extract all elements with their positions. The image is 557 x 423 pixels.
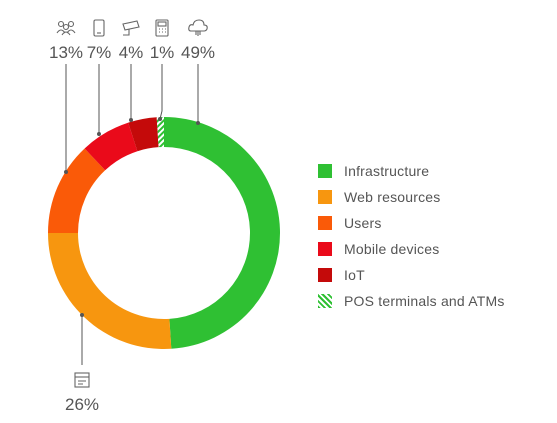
legend-item-infrastructure: Infrastructure: [318, 158, 505, 184]
legend-swatch: [318, 294, 332, 308]
legend-item-web-resources: Web resources: [318, 184, 505, 210]
pct-label-infrastructure: 49%: [181, 43, 215, 62]
slice-iot: [128, 117, 159, 152]
cloud-icon: [188, 19, 208, 36]
chart-legend: Infrastructure Web resources Users Mobile d…: [318, 158, 505, 314]
leader-dot: [129, 118, 133, 122]
slice-infrastructure: [164, 117, 280, 349]
leader-line: [159, 64, 163, 120]
legend-label: POS terminals and ATMs: [344, 293, 505, 309]
leader-dot: [196, 121, 200, 125]
slice-pos-terminals-and-atms: [156, 117, 164, 148]
camera-icon: [122, 20, 140, 36]
legend-swatch: [318, 268, 332, 282]
legend-item-users: Users: [318, 210, 505, 236]
leader-dot: [64, 170, 68, 174]
slice-mobile-devices: [84, 122, 138, 171]
leader-dot: [158, 117, 162, 121]
pct-label-users: 13%: [49, 43, 83, 62]
slice-web-resources: [48, 233, 172, 349]
users-icon: [56, 20, 76, 36]
slice-users: [48, 148, 106, 233]
legend-swatch: [318, 216, 332, 230]
legend-swatch: [318, 164, 332, 178]
pct-label-iot: 4%: [119, 43, 144, 62]
legend-label: Users: [344, 215, 382, 231]
leader-dot: [80, 313, 84, 317]
legend-swatch: [318, 190, 332, 204]
pct-label-pos-terminals-and-atms: 1%: [150, 43, 175, 62]
pct-label-web-resources: 26%: [65, 395, 99, 414]
leader-dot: [97, 132, 101, 136]
legend-item-iot: IoT: [318, 262, 505, 288]
legend-label: Infrastructure: [344, 163, 430, 179]
pos-terminal-icon: [155, 19, 169, 37]
legend-label: Mobile devices: [344, 241, 440, 257]
legend-label: Web resources: [344, 189, 441, 205]
legend-swatch: [318, 242, 332, 256]
legend-item-pos-terminals-and-atms: POS terminals and ATMs: [318, 288, 505, 314]
legend-item-mobile-devices: Mobile devices: [318, 236, 505, 262]
pct-label-mobile-devices: 7%: [87, 43, 112, 62]
web-page-icon: [74, 372, 90, 388]
legend-label: IoT: [344, 267, 365, 283]
smartphone-icon: [93, 19, 105, 37]
